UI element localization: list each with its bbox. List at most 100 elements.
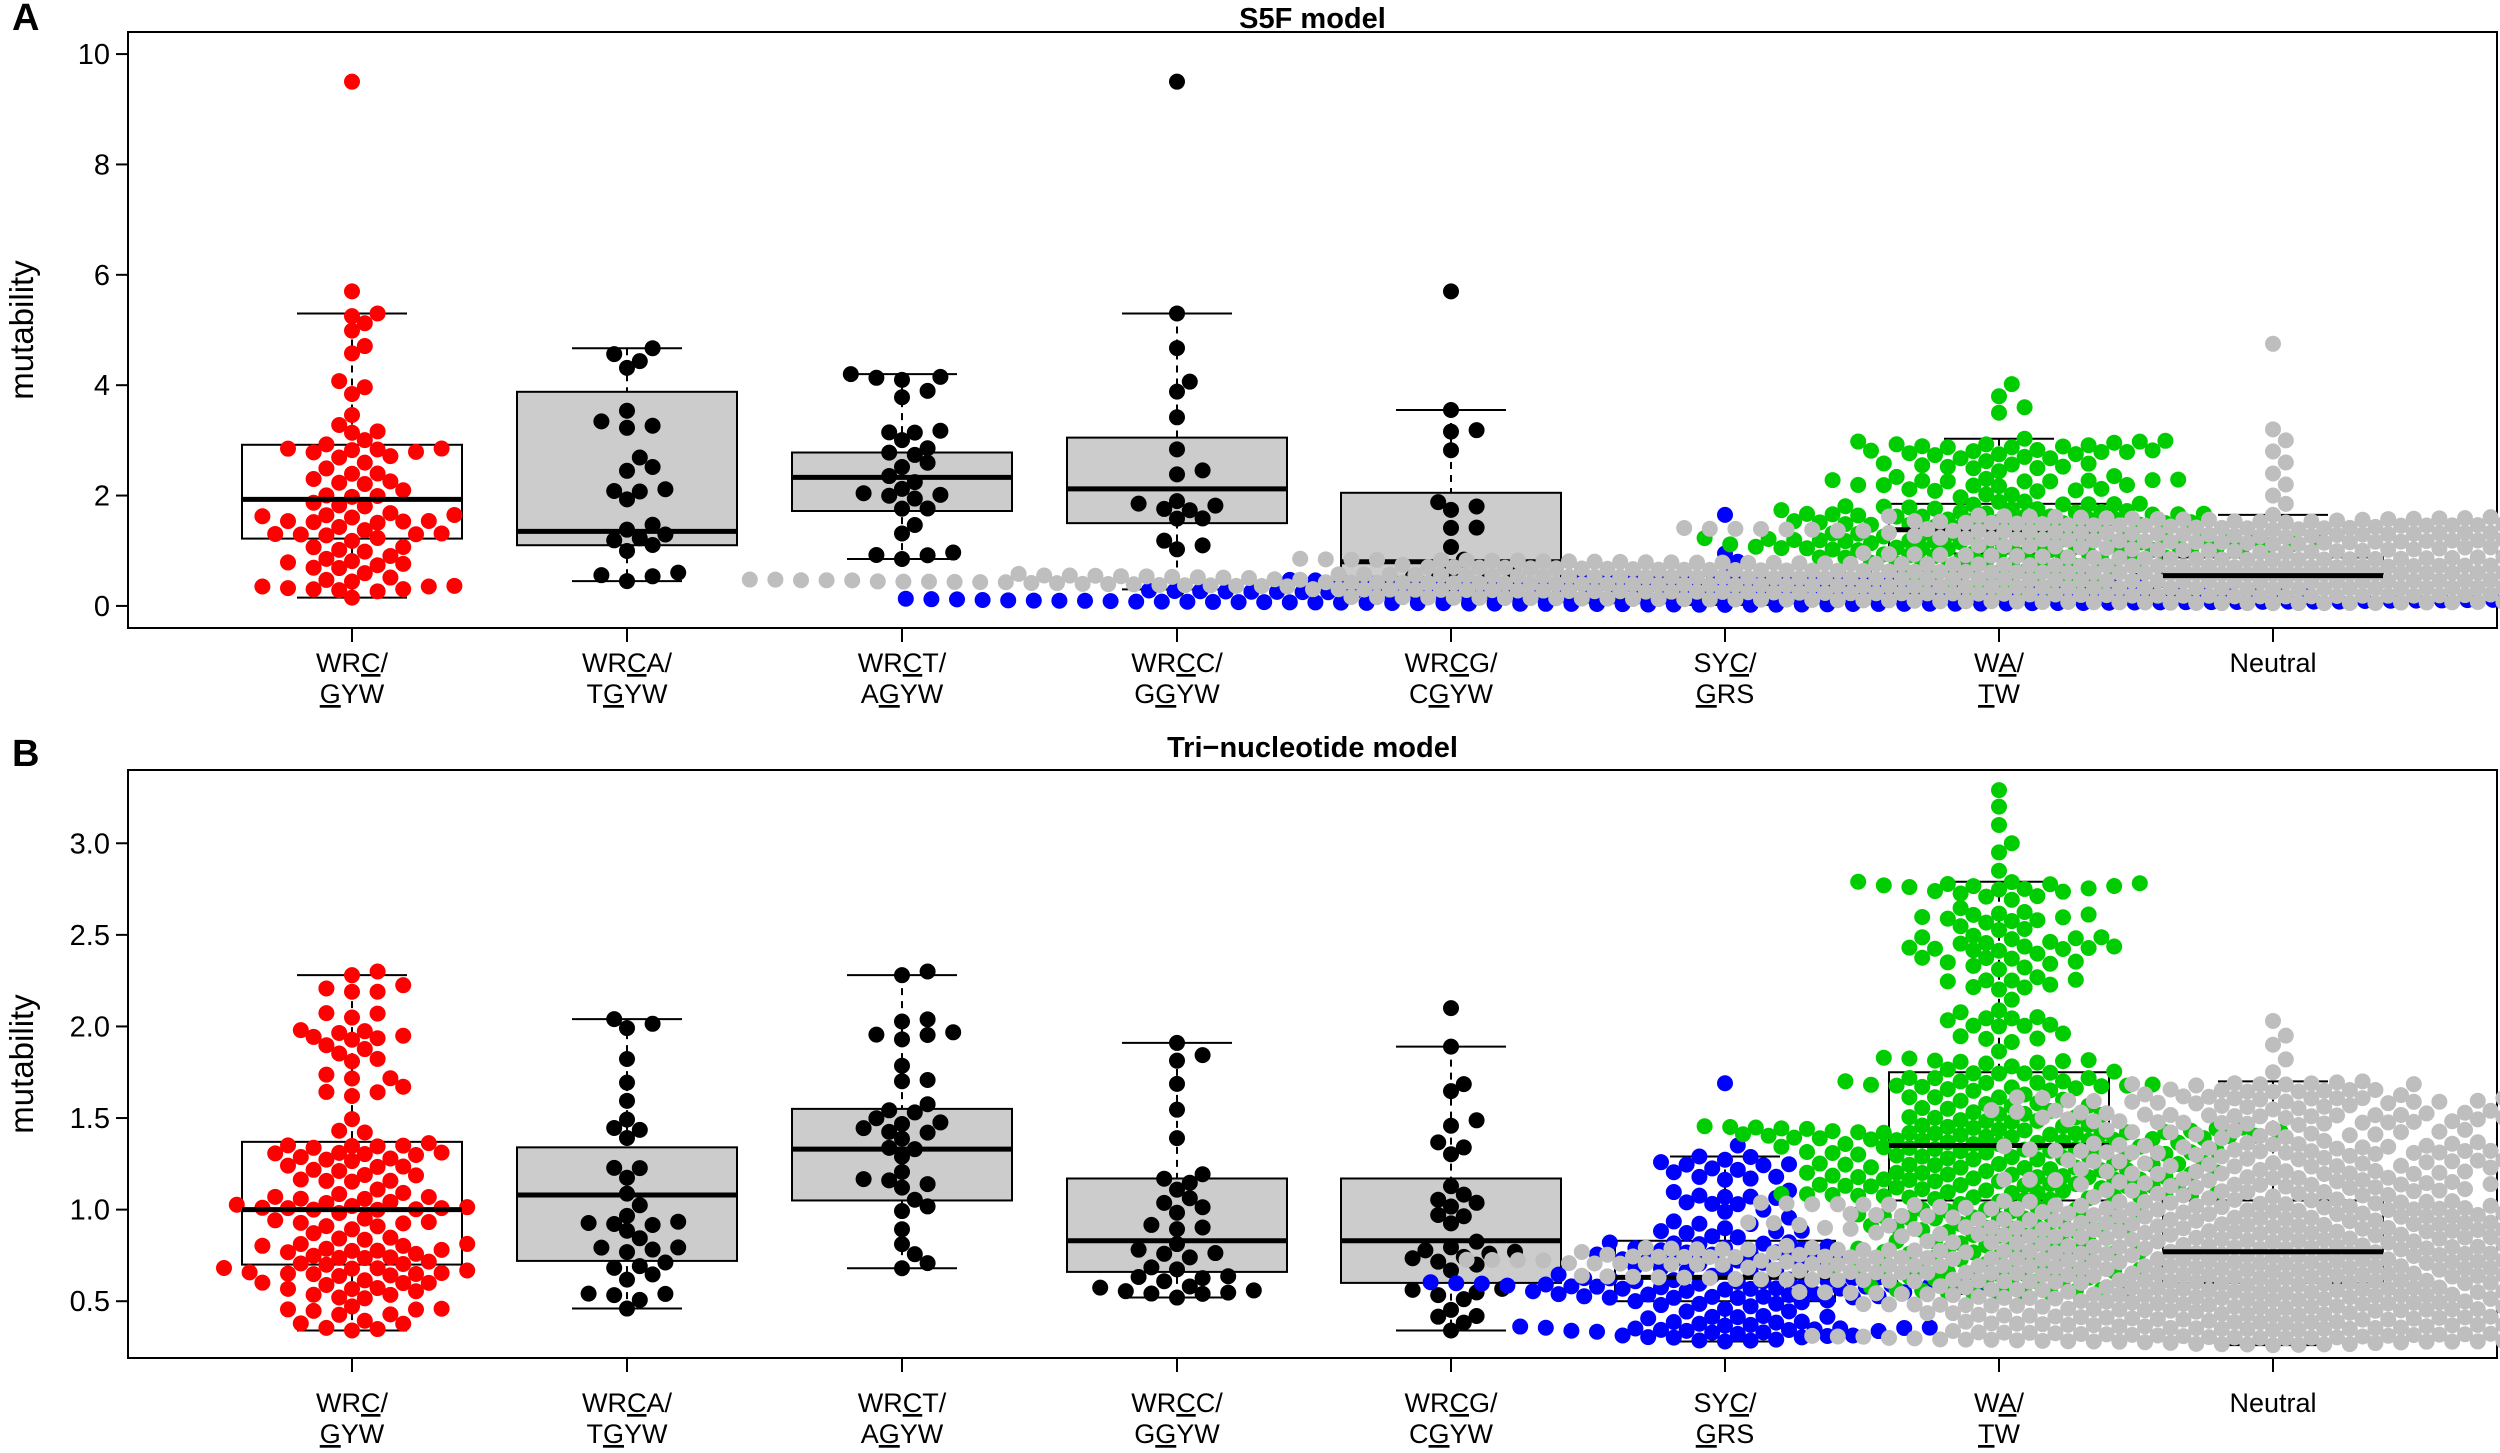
- data-point: [2009, 1220, 2025, 1237]
- data-point: [2213, 580, 2230, 597]
- data-point: [1499, 1277, 1516, 1294]
- data-point: [619, 1271, 635, 1288]
- data-point: [1957, 1264, 1974, 1281]
- data-point: [2405, 510, 2422, 527]
- data-point: [2393, 1087, 2409, 1104]
- data-point: [2431, 587, 2448, 604]
- data-point: [2329, 1173, 2345, 1190]
- data-point: [2175, 1088, 2192, 1105]
- data-point: [894, 371, 910, 388]
- data-point: [670, 1213, 687, 1230]
- data-point: [631, 449, 648, 466]
- data-point: [1169, 340, 1185, 357]
- data-point: [1484, 582, 1501, 599]
- data-point: [1842, 1284, 1859, 1301]
- label-part: WR: [1405, 1388, 1450, 1418]
- data-point: [1778, 1237, 1795, 1254]
- data-point: [619, 1074, 635, 1091]
- data-point: [2162, 1273, 2179, 1290]
- data-point: [2393, 1208, 2409, 1225]
- data-point: [2060, 549, 2077, 566]
- data-point: [2303, 1329, 2320, 1346]
- data-point: [2265, 1155, 2281, 1172]
- data-point: [1169, 409, 1185, 426]
- data-point: [2047, 1172, 2064, 1189]
- data-point: [2290, 1307, 2307, 1324]
- data-point: [1292, 550, 1309, 567]
- data-point: [1612, 568, 1629, 585]
- data-point: [1691, 1332, 1708, 1349]
- data-point: [1824, 1123, 1841, 1140]
- data-point: [1760, 1127, 1777, 1144]
- data-point: [2047, 1212, 2064, 1229]
- data-point: [331, 1144, 348, 1161]
- data-point: [395, 1237, 412, 1254]
- data-point: [1650, 591, 1667, 608]
- data-point: [2085, 1268, 2102, 1285]
- data-point: [2098, 540, 2115, 557]
- data-point: [1991, 881, 2007, 898]
- data-point: [2149, 1311, 2166, 1328]
- data-point: [2111, 579, 2128, 596]
- data-point: [2418, 1301, 2435, 1318]
- data-point: [318, 1172, 335, 1189]
- data-point: [344, 442, 360, 459]
- data-point: [1970, 537, 1987, 554]
- data-point: [2055, 1073, 2071, 1090]
- data-point: [1156, 1170, 1173, 1187]
- data-point: [2034, 1221, 2051, 1238]
- data-point: [2303, 543, 2320, 560]
- data-point: [2316, 1275, 2333, 1292]
- data-point: [606, 1119, 623, 1136]
- data-point: [1420, 558, 1437, 575]
- data-point: [1927, 1052, 1943, 1069]
- data-point: [2162, 580, 2179, 597]
- data-point: [331, 1249, 348, 1266]
- data-point: [2239, 1261, 2256, 1278]
- data-point: [1765, 1261, 1782, 1278]
- underlined-base: A: [1998, 1388, 2016, 1418]
- data-point: [2239, 535, 2256, 552]
- data-point: [1420, 575, 1437, 592]
- data-point: [2380, 558, 2397, 575]
- data-point: [2201, 526, 2217, 543]
- data-point: [1837, 498, 1854, 515]
- data-point: [2341, 1198, 2358, 1215]
- data-point: [2431, 557, 2448, 574]
- data-point: [331, 560, 348, 577]
- data-point: [2444, 1173, 2461, 1190]
- data-point: [2457, 510, 2473, 527]
- x-category-label: WRCT/: [858, 1388, 947, 1418]
- data-point: [2080, 939, 2097, 956]
- underlined-base: C: [627, 648, 647, 678]
- data-point: [2265, 506, 2281, 523]
- data-point: [395, 581, 412, 598]
- data-point: [1996, 1273, 2013, 1290]
- data-point: [1855, 562, 1872, 579]
- data-point: [2469, 1238, 2486, 1255]
- data-point: [1330, 581, 1347, 598]
- group-0: WRC/GYW: [241, 73, 463, 709]
- label-part: /: [2016, 648, 2024, 678]
- data-point: [1957, 1279, 1974, 1296]
- data-point: [1156, 1245, 1173, 1262]
- data-point: [2341, 1304, 2358, 1321]
- data-point: [919, 382, 936, 399]
- data-point: [1535, 553, 1552, 570]
- underlined-base: C: [627, 1388, 647, 1418]
- data-point: [1443, 539, 1459, 556]
- data-point: [2290, 1202, 2307, 1219]
- data-point: [2067, 1080, 2084, 1097]
- x-category-label: WA/: [1974, 1388, 2025, 1418]
- data-point: [2080, 880, 2097, 897]
- data-point: [2482, 509, 2499, 526]
- data-point: [1443, 1178, 1459, 1195]
- data-point: [2469, 1253, 2486, 1270]
- data-point: [344, 1242, 360, 1259]
- data-point: [1799, 1164, 1815, 1181]
- data-point: [1965, 906, 1982, 923]
- group-4: WRCG/CGYW: [1340, 1000, 1562, 1449]
- data-point: [2341, 1320, 2358, 1337]
- data-point: [344, 1070, 360, 1087]
- y-tick-label: 2.5: [70, 920, 110, 952]
